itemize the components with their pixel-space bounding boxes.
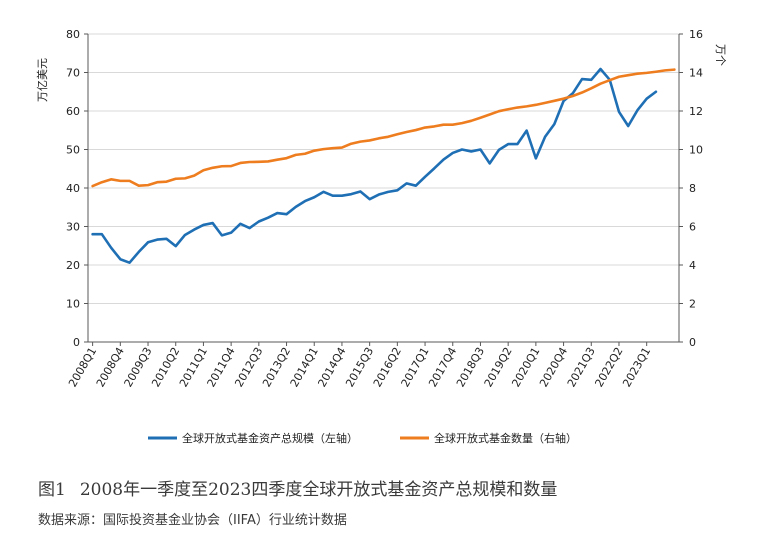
left-tick-label-10: 10: [66, 298, 80, 311]
left-axis-label: 万亿美元: [36, 58, 49, 102]
series-line-count: [91, 68, 676, 188]
left-axis-ticks: 0 10 20 30 40 50 60 70 80: [66, 28, 88, 349]
right-tick-label-0: 0: [689, 336, 696, 349]
left-tick-label-80: 80: [66, 28, 80, 41]
left-tick-label-40: 40: [66, 182, 80, 195]
left-tick-label-50: 50: [66, 144, 80, 157]
right-tick-label-14: 14: [689, 67, 703, 80]
legend: 全球开放式基金资产总规模（左轴） 全球开放式基金数量（右轴）: [148, 431, 577, 445]
right-tick-label-2: 2: [689, 298, 696, 311]
x-axis-ticks: 2008Q12008Q42009Q32010Q22011Q12011Q42012…: [66, 342, 653, 389]
left-tick-label-70: 70: [66, 67, 80, 80]
left-tick-label-30: 30: [66, 221, 80, 234]
right-tick-label-16: 16: [689, 28, 703, 41]
right-axis-label: 万个: [714, 44, 727, 66]
right-tick-label-12: 12: [689, 105, 703, 118]
right-axis-ticks: 0 2 4 6 8 10 12 14 16: [679, 28, 703, 349]
left-tick-label-60: 60: [66, 105, 80, 118]
figure-source: 数据来源：国际投资基金业协会（IIFA）行业统计数据: [38, 513, 347, 528]
left-tick-label-0: 0: [73, 336, 80, 349]
right-tick-label-10: 10: [689, 144, 703, 157]
legend-label-aum: 全球开放式基金资产总规模（左轴）: [182, 431, 358, 445]
gridlines: [88, 33, 679, 304]
chart: 0 10 20 30 40 50 60 70 80 0 2 4 6 8 10 12 14 16 2008Q120…: [36, 28, 727, 445]
right-tick-label-6: 6: [689, 221, 696, 234]
left-tick-label-20: 20: [66, 259, 80, 272]
right-tick-label-8: 8: [689, 182, 696, 195]
figure-caption: 图1 2008年一季度至2023四季度全球开放式基金资产总规模和数量: [38, 475, 557, 500]
figure-title: 2008年一季度至2023四季度全球开放式基金资产总规模和数量: [79, 480, 558, 500]
legend-label-count: 全球开放式基金数量（右轴）: [434, 431, 577, 445]
figure-number: 图1: [38, 480, 66, 500]
series-line-aum: [91, 67, 658, 264]
series-lines: [91, 67, 676, 264]
right-tick-label-4: 4: [689, 259, 696, 272]
